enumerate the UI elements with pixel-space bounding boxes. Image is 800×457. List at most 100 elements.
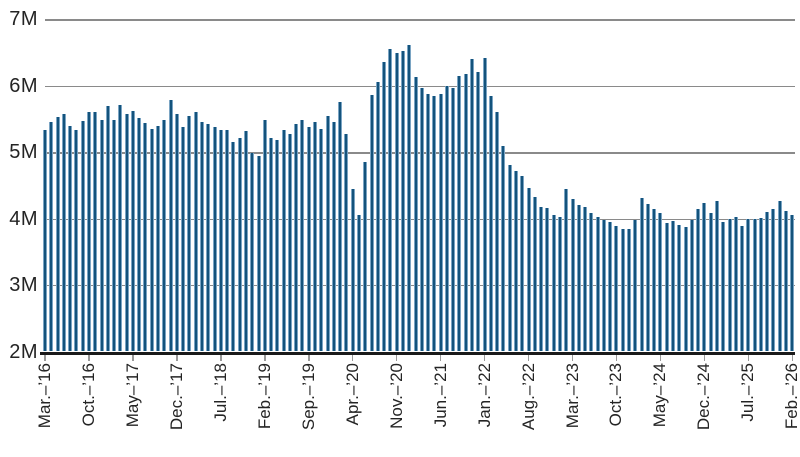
bar <box>765 211 770 352</box>
bar <box>595 217 600 352</box>
bar <box>375 82 380 352</box>
bar <box>476 72 481 352</box>
bar <box>708 213 713 352</box>
bar <box>137 117 142 352</box>
bar <box>470 59 475 352</box>
x-axis-label: Jun.–’21 <box>430 363 450 428</box>
bar <box>670 220 675 352</box>
bar <box>86 112 91 352</box>
y-axis-label: 3M <box>9 274 38 297</box>
bar <box>432 95 437 352</box>
bar <box>627 229 632 352</box>
bar <box>532 196 537 352</box>
bar <box>520 176 525 352</box>
bar <box>721 221 726 352</box>
x-axis-label: Jul.–’18 <box>210 363 230 422</box>
bar <box>300 119 305 352</box>
bar <box>74 130 79 352</box>
bar <box>696 208 701 352</box>
bar <box>306 126 311 352</box>
bar <box>539 206 544 352</box>
bar <box>784 211 789 352</box>
bar <box>55 116 60 352</box>
bar <box>93 111 98 352</box>
bar <box>49 122 54 352</box>
bar <box>752 219 757 352</box>
bar <box>400 50 405 352</box>
x-axis-tick <box>132 355 134 361</box>
bar <box>275 139 280 352</box>
bar <box>639 198 644 352</box>
bar <box>212 126 217 352</box>
bar <box>187 116 192 352</box>
bar <box>338 101 343 352</box>
y-axis-label: 6M <box>9 74 38 97</box>
bar <box>658 212 663 352</box>
bar <box>652 208 657 352</box>
bar <box>369 95 374 352</box>
bar <box>262 120 267 352</box>
bar <box>407 45 412 352</box>
bar <box>601 219 606 352</box>
bar <box>501 145 506 352</box>
x-axis-tick <box>615 355 618 361</box>
x-axis-tick <box>395 355 398 361</box>
bar <box>168 100 173 352</box>
bar <box>344 134 349 352</box>
bar <box>746 219 751 352</box>
bar <box>633 219 638 352</box>
bar <box>199 121 204 352</box>
bar <box>702 202 707 352</box>
bar <box>156 126 161 352</box>
bar <box>740 225 745 352</box>
bar <box>99 119 104 352</box>
x-axis-label: Oct.–’16 <box>78 363 98 427</box>
bar <box>777 200 782 352</box>
bar <box>162 120 167 352</box>
bar <box>231 142 236 352</box>
gridline-6M <box>45 85 795 88</box>
bar <box>570 199 575 352</box>
bar <box>382 62 387 352</box>
bar <box>714 201 719 352</box>
bar <box>426 93 431 352</box>
bar <box>564 189 569 352</box>
x-axis-tick <box>659 355 662 361</box>
bar <box>545 207 550 352</box>
bar <box>394 53 399 352</box>
x-axis-label: Dec.–’24 <box>694 363 714 431</box>
x-axis-tick <box>176 355 178 361</box>
y-axis-label: 5M <box>9 141 38 164</box>
bar <box>325 116 330 352</box>
bar <box>576 205 581 352</box>
bar <box>513 171 518 352</box>
x-axis-tick <box>747 355 750 361</box>
bar <box>608 221 613 352</box>
bar <box>43 130 47 352</box>
bar <box>438 94 443 352</box>
x-axis-label: May–’24 <box>650 363 670 428</box>
x-axis-tick <box>483 355 486 361</box>
x-axis-label: Jul.–’25 <box>738 363 758 422</box>
bar <box>225 129 230 352</box>
bar <box>124 114 129 352</box>
x-axis-tick <box>44 355 46 361</box>
x-axis-tick <box>791 355 794 361</box>
y-axis-label: 4M <box>9 207 38 230</box>
bar <box>733 217 738 352</box>
bar <box>463 73 468 352</box>
bar <box>583 206 588 352</box>
x-axis-tick <box>88 355 90 361</box>
x-axis-label: Jan.–’22 <box>474 363 494 428</box>
x-axis-tick <box>703 355 706 361</box>
bar <box>388 48 393 352</box>
bar <box>683 226 688 352</box>
x-axis-label: May–’17 <box>122 363 142 428</box>
bar <box>677 224 682 352</box>
bar <box>331 121 336 352</box>
bar <box>645 204 650 352</box>
bar <box>488 95 493 352</box>
bar <box>727 219 732 352</box>
bar <box>771 208 776 352</box>
